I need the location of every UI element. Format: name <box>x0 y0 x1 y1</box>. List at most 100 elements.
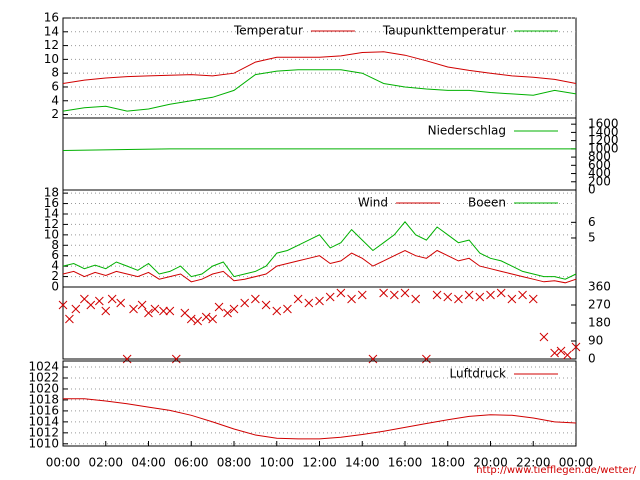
y2-tick-label: 180 <box>588 316 611 330</box>
y-tick-label: 1022 <box>28 371 59 385</box>
direction-point <box>229 304 239 314</box>
y2-tick-label: 90 <box>588 334 603 348</box>
y-tick-label: 1010 <box>28 436 59 450</box>
legend-label: Luftdruck <box>449 367 506 381</box>
y-tick-label: 4 <box>51 93 59 107</box>
direction-point <box>550 348 559 358</box>
direction-point <box>186 314 196 324</box>
direction-point <box>336 288 346 298</box>
x-tick-label: 08:00 <box>217 456 252 470</box>
x-tick-label: 02:00 <box>88 456 123 470</box>
direction-point <box>368 354 378 364</box>
direction-point <box>58 300 68 310</box>
direction-point <box>94 296 104 306</box>
direction-point <box>379 288 388 298</box>
y-tick-label: 14 <box>44 206 59 220</box>
x-tick-label: 06:00 <box>174 456 209 470</box>
direction-point <box>122 354 132 364</box>
direction-point <box>214 302 224 312</box>
direction-point <box>251 294 260 304</box>
direction-point <box>283 304 292 314</box>
x-tick-label: 00:00 <box>559 456 594 470</box>
direction-point <box>475 292 485 302</box>
direction-point <box>496 288 506 298</box>
direction-point <box>432 290 442 300</box>
y-tick-label: 10 <box>44 52 59 66</box>
direction-point <box>571 342 581 352</box>
x-tick-label: 20:00 <box>473 456 508 470</box>
y-tick-label: 1018 <box>28 392 59 406</box>
direction-point <box>443 292 453 302</box>
series-line <box>63 398 577 440</box>
y2-tick-label: 1600 <box>588 117 619 131</box>
series-line <box>62 221 577 280</box>
direction-point <box>116 298 126 308</box>
y2-tick-label: 0 <box>588 352 596 366</box>
legend-label: Temperatur <box>233 24 303 38</box>
y-tick-label: 1014 <box>28 414 59 428</box>
y2-tick-label: 360 <box>588 280 611 294</box>
direction-point <box>454 294 463 304</box>
x-tick-label: 16:00 <box>388 456 423 470</box>
y-tick-label: 16 <box>44 11 59 25</box>
direction-point <box>422 354 431 364</box>
direction-point <box>464 290 474 300</box>
x-tick-label: 12:00 <box>302 456 337 470</box>
direction-point <box>389 290 399 300</box>
direction-point <box>201 312 211 322</box>
y-tick-label: 1020 <box>28 381 59 395</box>
direction-point <box>129 304 138 314</box>
direction-point <box>486 290 495 300</box>
legend-label: Boeen <box>468 196 506 210</box>
direction-point <box>137 300 147 310</box>
direction-point <box>347 294 356 304</box>
y2-tick-label: 400 <box>588 166 611 180</box>
direction-point <box>315 296 324 306</box>
direction-point <box>208 314 217 324</box>
direction-point <box>518 290 527 300</box>
direction-point <box>86 300 96 310</box>
y-tick-label: 2 <box>51 107 59 121</box>
direction-point <box>240 298 250 308</box>
x-tick-label: 10:00 <box>259 456 294 470</box>
direction-point <box>304 298 314 308</box>
direction-point <box>556 346 566 356</box>
y-tick-label: 16 <box>44 196 59 210</box>
x-tick-label: 22:00 <box>516 456 551 470</box>
direction-point <box>539 332 549 342</box>
direction-point <box>171 354 181 364</box>
series-line <box>62 148 576 151</box>
y-tick-label: 6 <box>51 79 59 93</box>
direction-point <box>411 294 421 304</box>
x-tick-label: 18:00 <box>430 456 465 470</box>
direction-point <box>272 306 282 316</box>
direction-point <box>159 306 168 316</box>
y-tick-label: 18 <box>44 186 59 200</box>
series-line <box>62 249 577 284</box>
direction-point <box>101 306 111 316</box>
footer-url: http://www.tiefflegen.de/wetter/ <box>476 465 636 476</box>
y-tick-label: 8 <box>51 238 59 252</box>
direction-point <box>165 306 175 316</box>
legend-label: Taupunkttemperatur <box>382 24 506 38</box>
direction-point <box>144 308 153 318</box>
direction-point <box>325 292 335 302</box>
x-tick-label: 04:00 <box>131 456 166 470</box>
series-line <box>62 51 577 84</box>
y-tick-label: 10 <box>44 227 59 241</box>
direction-point <box>150 304 160 314</box>
direction-point <box>507 294 517 304</box>
series-line <box>62 69 577 112</box>
y2-tick-label: 200 <box>588 174 611 188</box>
direction-point <box>193 316 203 326</box>
y2-tick-label: 5 <box>588 230 596 244</box>
y-tick-label: 4 <box>51 259 59 273</box>
direction-point <box>528 294 538 304</box>
direction-point <box>563 350 572 360</box>
direction-point <box>261 300 271 310</box>
y-tick-label: 2 <box>51 269 59 283</box>
direction-point <box>223 308 232 318</box>
legend-label: Wind <box>358 196 388 210</box>
